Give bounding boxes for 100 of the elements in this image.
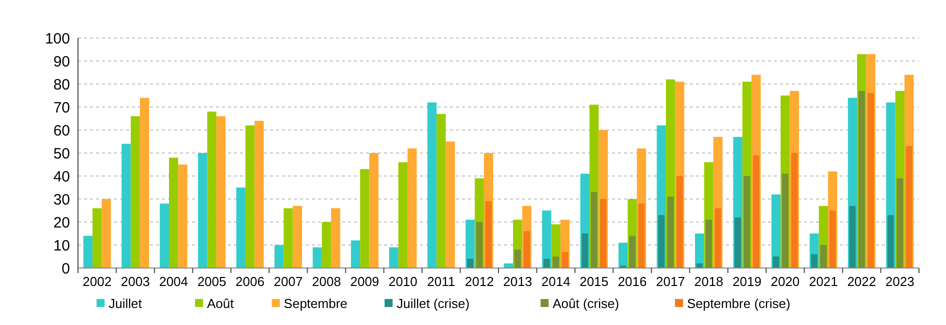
bar	[160, 204, 169, 268]
bar	[436, 114, 446, 268]
x-tick-label: 2005	[197, 274, 226, 289]
y-tick-label: 100	[44, 30, 70, 48]
x-tick-label: 2022	[847, 274, 876, 289]
y-tick-label: 10	[53, 237, 70, 254]
bar	[811, 254, 818, 268]
x-tick-label: 2016	[618, 274, 647, 289]
bar	[524, 231, 530, 268]
y-tick-label: 90	[53, 53, 70, 70]
bar	[706, 220, 712, 268]
legend-label: Août (crise)	[552, 296, 620, 311]
bar	[408, 148, 417, 268]
y-tick-label: 40	[53, 168, 70, 186]
bar	[667, 196, 674, 268]
x-tick-label: 2009	[350, 274, 380, 289]
bar	[676, 176, 683, 268]
y-tick-label: 20	[53, 214, 70, 232]
bar	[888, 215, 894, 268]
bar	[198, 153, 208, 268]
x-tick-label: 2017	[656, 274, 685, 289]
x-tick-label: 2014	[541, 274, 570, 289]
x-tick-label: 2013	[503, 274, 532, 289]
x-tick-label: 2023	[885, 274, 914, 289]
bar	[245, 125, 255, 268]
bar	[868, 93, 874, 268]
bar	[254, 120, 264, 268]
bar	[274, 245, 284, 268]
x-tick-label: 2020	[770, 274, 800, 289]
y-tick-label: 50	[53, 145, 70, 162]
bar	[122, 144, 131, 268]
bar	[562, 252, 568, 268]
bar	[312, 247, 322, 268]
bar	[629, 236, 636, 268]
bar	[485, 201, 492, 268]
bar	[216, 116, 226, 268]
bar	[896, 178, 904, 268]
legend-label: Septembre	[284, 296, 348, 311]
bar	[714, 208, 722, 268]
y-tick-label: 80	[53, 76, 70, 94]
bar	[543, 258, 550, 268]
bar	[906, 146, 912, 268]
bar	[858, 90, 865, 268]
x-tick-label: 2015	[580, 274, 609, 289]
bar	[582, 234, 588, 268]
bar	[476, 222, 483, 268]
bar	[734, 217, 742, 268]
bar	[782, 174, 788, 268]
bar	[618, 242, 628, 268]
legend-label: Août	[207, 296, 234, 311]
x-tick-label: 2006	[236, 274, 264, 289]
bar	[849, 206, 856, 268]
bar	[369, 153, 378, 268]
bar	[744, 176, 750, 268]
y-tick-label: 60	[53, 122, 70, 140]
bar	[360, 169, 370, 268]
bar	[92, 208, 102, 268]
bar	[350, 240, 360, 268]
bar	[102, 199, 111, 268]
x-tick-label: 2021	[808, 274, 838, 289]
bar	[398, 162, 408, 268]
bar	[140, 98, 150, 268]
legend-label: Septembre (crise)	[687, 296, 790, 311]
legend-label: Juillet (crise)	[396, 296, 470, 311]
bar	[292, 206, 302, 268]
bar	[207, 112, 216, 268]
bar	[467, 258, 474, 268]
bar	[820, 245, 827, 268]
bar	[590, 192, 598, 268]
x-tick-label: 2010	[388, 274, 418, 289]
bar	[658, 215, 665, 268]
bar	[130, 116, 140, 268]
bar	[694, 234, 704, 268]
x-tick-label: 2012	[464, 274, 494, 289]
bar	[178, 164, 188, 268]
bar	[322, 222, 332, 268]
bar	[446, 142, 455, 268]
y-tick-label: 30	[53, 191, 70, 208]
bar	[829, 210, 836, 268]
bar	[168, 158, 178, 268]
bar	[389, 247, 398, 268]
x-tick-label: 2003	[120, 274, 150, 289]
bar	[638, 204, 645, 268]
x-tick-label: 2008	[312, 274, 341, 289]
x-tick-label: 2011	[427, 274, 456, 289]
x-tick-label: 2018	[694, 274, 724, 289]
x-tick-label: 2002	[82, 274, 112, 289]
y-tick-label: 70	[53, 99, 70, 116]
bar	[83, 236, 93, 268]
bar	[600, 199, 606, 268]
bar	[791, 153, 798, 268]
x-tick-label: 2004	[159, 274, 188, 289]
y-tick-label: 0	[62, 260, 70, 278]
bar	[552, 256, 560, 268]
x-tick-label: 2019	[732, 274, 762, 289]
x-tick-label: 2007	[274, 274, 303, 289]
bar	[284, 208, 293, 268]
bar	[752, 155, 760, 268]
bar	[427, 102, 437, 268]
bar	[236, 188, 246, 268]
